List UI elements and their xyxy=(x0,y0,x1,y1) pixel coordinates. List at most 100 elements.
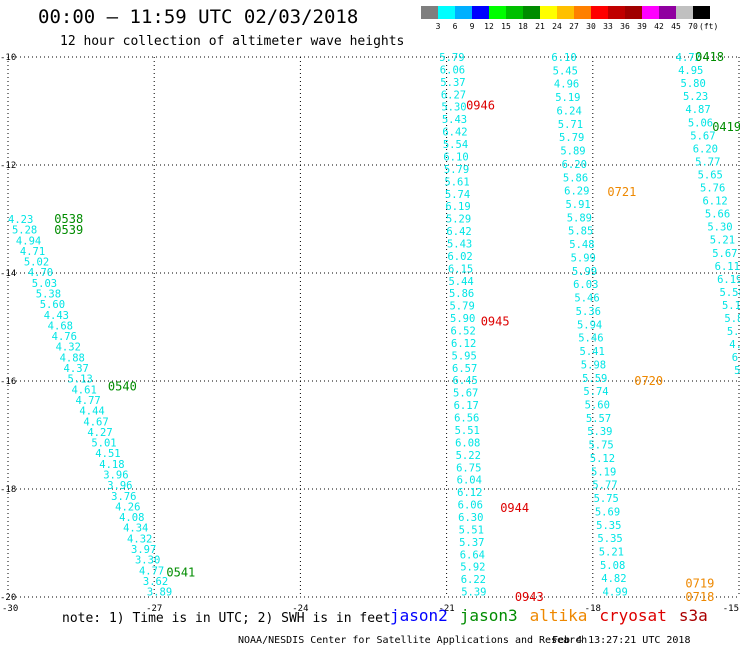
wave-height-value: 5.35 xyxy=(596,520,621,532)
wave-height-value: 6.20 xyxy=(693,143,718,155)
wave-height-value: 5.60 xyxy=(40,299,65,311)
legend-entry-jason2: jason2 xyxy=(390,606,448,625)
wave-height-value: 5.30 xyxy=(707,222,732,234)
wave-height-value: 3.97 xyxy=(131,544,156,556)
wave-height-value: 5.39 xyxy=(461,587,486,599)
color-scale-tick: 70 xyxy=(688,22,698,31)
wave-height-value: 4.44 xyxy=(79,406,104,418)
wave-height-value: 4.32 xyxy=(127,533,152,545)
color-scale-swatch xyxy=(455,6,472,19)
wave-height-value: 5.35 xyxy=(597,533,622,545)
wave-height-value: 6.08 xyxy=(455,437,480,449)
wave-height-value: 5.45 xyxy=(553,65,578,77)
wave-height-value: 5.59 xyxy=(582,373,607,385)
wave-height-value: 5.38 xyxy=(36,289,61,301)
wave-height-value: 5.57 xyxy=(586,413,611,425)
wave-height-value: 5.76 xyxy=(700,183,725,195)
wave-height-value: 5.36 xyxy=(576,306,601,318)
color-scale-swatch xyxy=(642,6,659,19)
wave-height-value: 4.99 xyxy=(603,587,628,599)
wave-height-value: 5.80 xyxy=(681,78,706,90)
color-scale-swatch xyxy=(625,6,642,19)
x-tick-label: -15 xyxy=(723,604,739,614)
wave-height-value: 5.03 xyxy=(32,278,57,290)
wave-height-value: 5.06 xyxy=(688,117,713,129)
wave-height-value: 4.23 xyxy=(8,214,33,226)
wave-height-value: 4.61 xyxy=(71,384,96,396)
color-scale-swatch xyxy=(591,6,608,19)
wave-height-value: 5.43 xyxy=(442,114,467,126)
wave-height-value: 5.46 xyxy=(574,293,599,305)
wave-height-value: 4.27 xyxy=(87,427,112,439)
wave-height-value: 5.98 xyxy=(581,359,606,371)
wave-height-value: 3.30 xyxy=(135,555,160,567)
wave-height-value: 5.74 xyxy=(445,189,470,201)
pass-time-label: 0718 xyxy=(685,590,714,604)
wave-height-value: 5.85 xyxy=(568,226,593,238)
wave-height-value: 4.96 xyxy=(554,79,579,91)
wave-height-value: 6.56 xyxy=(454,413,479,425)
wave-height-value: 5.58 xyxy=(720,287,740,299)
color-scale-swatch xyxy=(574,6,591,19)
wave-height-value: 5 xyxy=(734,365,740,377)
color-scale-tick: 24 xyxy=(552,22,562,31)
wave-height-value: 5.21 xyxy=(710,235,735,247)
pass-time-label: 0946 xyxy=(466,99,495,113)
wave-height-value: 5.48 xyxy=(569,239,594,251)
wave-height-value: 6.15 xyxy=(448,263,473,275)
wave-height-value: 4.94 xyxy=(16,235,41,247)
wave-height-value: 5.61 xyxy=(444,176,469,188)
x-tick-label: -18 xyxy=(585,604,601,614)
color-scale-swatch xyxy=(659,6,676,19)
wave-height-value: 5.79 xyxy=(444,164,469,176)
pass-time-label: 0943 xyxy=(515,590,544,604)
wave-height-value: 6.52 xyxy=(451,326,476,338)
color-scale-tick: 36 xyxy=(620,22,630,31)
color-scale-swatch xyxy=(523,6,540,19)
y-tick-label: -18 xyxy=(0,485,16,495)
wave-height-value: 4.32 xyxy=(56,342,81,354)
color-scale-swatch xyxy=(693,6,710,19)
wave-height-value: 5.37 xyxy=(440,77,465,89)
wave-height-value: 5.99 xyxy=(571,252,596,264)
wave-height-value: 4.37 xyxy=(64,363,89,375)
color-scale-unit: (ft) xyxy=(699,22,719,31)
pass-time-label: 0945 xyxy=(481,315,510,329)
wave-height-value: 5.30 xyxy=(441,102,466,114)
wave-height-value: 5.75 xyxy=(588,440,613,452)
wave-height-value: 6.02 xyxy=(447,251,472,263)
wave-height-value: 5.91 xyxy=(565,199,590,211)
wave-height-value: 5.28 xyxy=(12,225,37,237)
wave-height-value: 6.22 xyxy=(461,574,486,586)
wave-height-value: 5.99 xyxy=(572,266,597,278)
x-tick-label: -21 xyxy=(438,604,454,614)
pass-time-label: 0539 xyxy=(54,223,83,237)
color-scale-tick: 27 xyxy=(569,22,579,31)
wave-height-value: 6.12 xyxy=(457,487,482,499)
pass-time-label: 0720 xyxy=(634,374,663,388)
chart-title: 00:00 – 11:59 UTC 02/03/2018 xyxy=(38,6,359,28)
wave-height-value: 5.12 xyxy=(590,453,615,465)
wave-height-value: 5.10 xyxy=(722,300,740,312)
color-scale-swatch xyxy=(506,6,523,19)
wave-height-value: 3.96 xyxy=(107,480,132,492)
wave-height-value: 6.12 xyxy=(451,338,476,350)
wave-height-value: 4.70 xyxy=(28,267,53,279)
wave-height-value: 5.23 xyxy=(683,91,708,103)
wave-height-value: 6.19 xyxy=(717,274,740,286)
y-tick-label: -20 xyxy=(0,593,16,603)
wave-height-value: 6.06 xyxy=(458,500,483,512)
wave-height-value: 4.08 xyxy=(119,512,144,524)
color-scale-tick: 9 xyxy=(469,22,475,31)
color-scale-tick: 39 xyxy=(637,22,647,31)
wave-height-value: 5.94 xyxy=(577,319,602,331)
wave-height-value: 5.01 xyxy=(91,438,116,450)
pass-time-label: 0418 xyxy=(695,50,724,64)
color-scale-swatch xyxy=(472,6,489,19)
wave-height-value: 4.77 xyxy=(75,395,100,407)
legend-entry-altika: altika xyxy=(529,606,588,625)
color-scale-swatch xyxy=(421,6,438,19)
wave-height-value: 3.96 xyxy=(103,469,128,481)
color-scale-swatch xyxy=(557,6,574,19)
wave-height-value: 6.42 xyxy=(442,127,467,139)
